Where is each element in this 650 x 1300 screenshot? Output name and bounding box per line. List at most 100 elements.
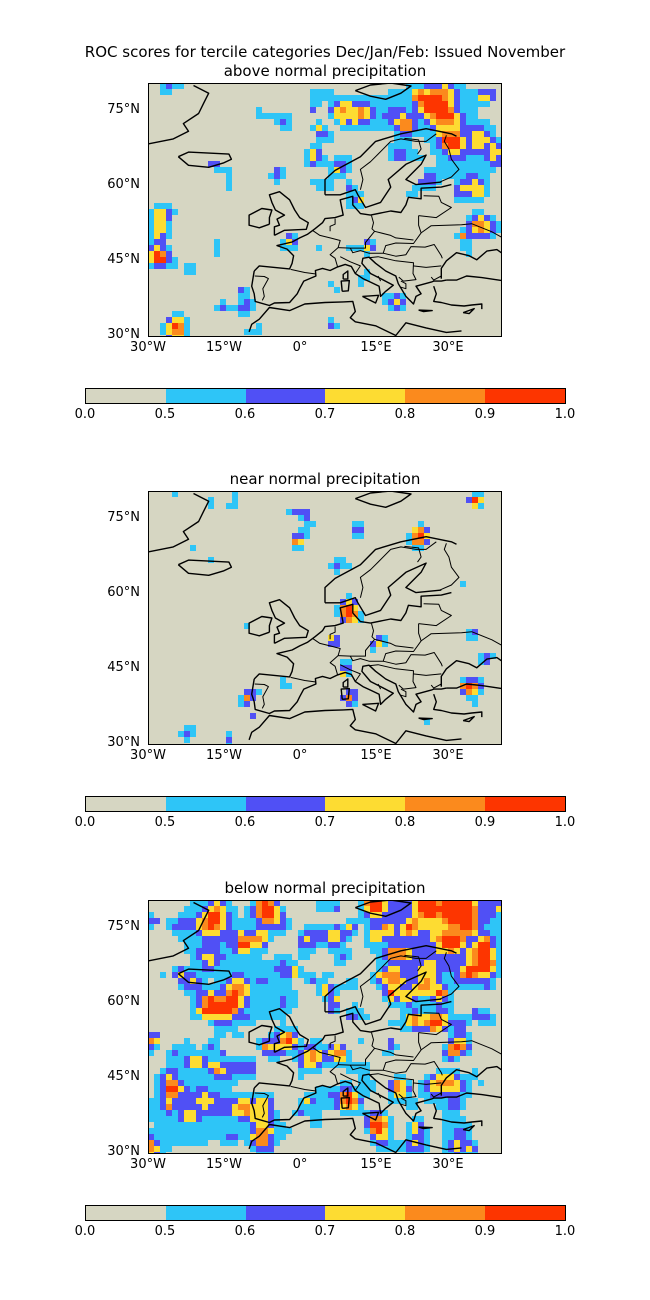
- field-cell: [400, 551, 407, 558]
- field-cell: [292, 185, 299, 192]
- field-cell: [394, 689, 401, 696]
- field-cell: [430, 89, 437, 96]
- field-cell: [346, 233, 353, 240]
- field-cell: [478, 497, 485, 504]
- field-cell: [304, 131, 311, 138]
- field-cell: [418, 707, 425, 714]
- field-cell: [154, 197, 161, 204]
- field-cell: [346, 125, 353, 132]
- field-cell: [256, 725, 263, 732]
- field-cell: [328, 515, 335, 522]
- field-cell: [382, 83, 389, 90]
- field-cell: [280, 173, 287, 180]
- field-cell: [442, 293, 449, 300]
- field-cell: [484, 497, 491, 504]
- field-cell: [280, 683, 287, 690]
- field-cell: [250, 185, 257, 192]
- field-cell: [496, 497, 502, 504]
- field-cell: [478, 185, 485, 192]
- field-cell: [316, 551, 323, 558]
- field-cell: [148, 599, 155, 606]
- field-cell: [466, 323, 473, 330]
- field-cell: [364, 299, 371, 306]
- field-cell: [190, 95, 197, 102]
- field-cell: [226, 617, 233, 624]
- field-cell: [232, 677, 239, 684]
- field-cell: [412, 707, 419, 714]
- field-cell: [490, 179, 497, 186]
- field-cell: [472, 641, 479, 648]
- field-cell: [394, 113, 401, 120]
- field-cell: [316, 227, 323, 234]
- field-cell: [298, 179, 305, 186]
- field-cell: [268, 137, 275, 144]
- field-cell: [340, 569, 347, 576]
- field-cell: [310, 659, 317, 666]
- field-cell: [388, 119, 395, 126]
- field-cell: [466, 95, 473, 102]
- field-cell: [394, 599, 401, 606]
- field-cell: [454, 137, 461, 144]
- field-cell: [226, 83, 233, 90]
- field-cell: [352, 161, 359, 168]
- field-cell: [448, 545, 455, 552]
- field-cell: [262, 527, 269, 534]
- field-cell: [154, 161, 161, 168]
- field-cell: [400, 719, 407, 726]
- field-cell: [232, 683, 239, 690]
- field-cell: [220, 269, 227, 276]
- field-cell: [172, 665, 179, 672]
- field-cell: [346, 695, 353, 702]
- field-cell: [436, 653, 443, 660]
- field-cell: [322, 629, 329, 636]
- field-cell: [400, 227, 407, 234]
- field-cell: [208, 527, 215, 534]
- field-cell: [160, 569, 167, 576]
- field-cell: [298, 509, 305, 516]
- field-cell: [358, 209, 365, 216]
- field-cell: [178, 281, 185, 288]
- field-cell: [208, 653, 215, 660]
- field-cell: [166, 581, 173, 588]
- field-cell: [322, 125, 329, 132]
- field-cell: [352, 113, 359, 120]
- field-cell: [466, 569, 473, 576]
- field-cell: [214, 239, 221, 246]
- field-cell: [484, 617, 491, 624]
- field-cell: [394, 311, 401, 318]
- field-cell: [478, 281, 485, 288]
- field-cell: [280, 209, 287, 216]
- field-cell: [148, 191, 155, 198]
- field-cell: [214, 311, 221, 318]
- field-cell: [340, 701, 347, 708]
- field-cell: [448, 533, 455, 540]
- field-cell: [250, 665, 257, 672]
- field-cell: [400, 647, 407, 654]
- field-cell: [220, 191, 227, 198]
- field-cell: [244, 311, 251, 318]
- field-cell: [292, 491, 299, 498]
- field-cell: [490, 161, 497, 168]
- field-cell: [406, 587, 413, 594]
- field-cell: [460, 167, 467, 174]
- field-cell: [298, 137, 305, 144]
- field-cell: [190, 119, 197, 126]
- field-cell: [454, 113, 461, 120]
- field-cell: [232, 623, 239, 630]
- field-cell: [190, 281, 197, 288]
- field-cell: [448, 641, 455, 648]
- field-cell: [466, 677, 473, 684]
- field-cell: [496, 191, 502, 198]
- field-cell: [208, 671, 215, 678]
- field-cell: [490, 503, 497, 510]
- field-cell: [202, 689, 209, 696]
- field-cell: [370, 107, 377, 114]
- field-cell: [460, 305, 467, 312]
- field-cell: [226, 533, 233, 540]
- field-cell: [202, 89, 209, 96]
- field-cell: [442, 203, 449, 210]
- field-cell: [334, 527, 341, 534]
- field-cell: [496, 581, 502, 588]
- field-cell: [328, 245, 335, 252]
- field-cell: [286, 155, 293, 162]
